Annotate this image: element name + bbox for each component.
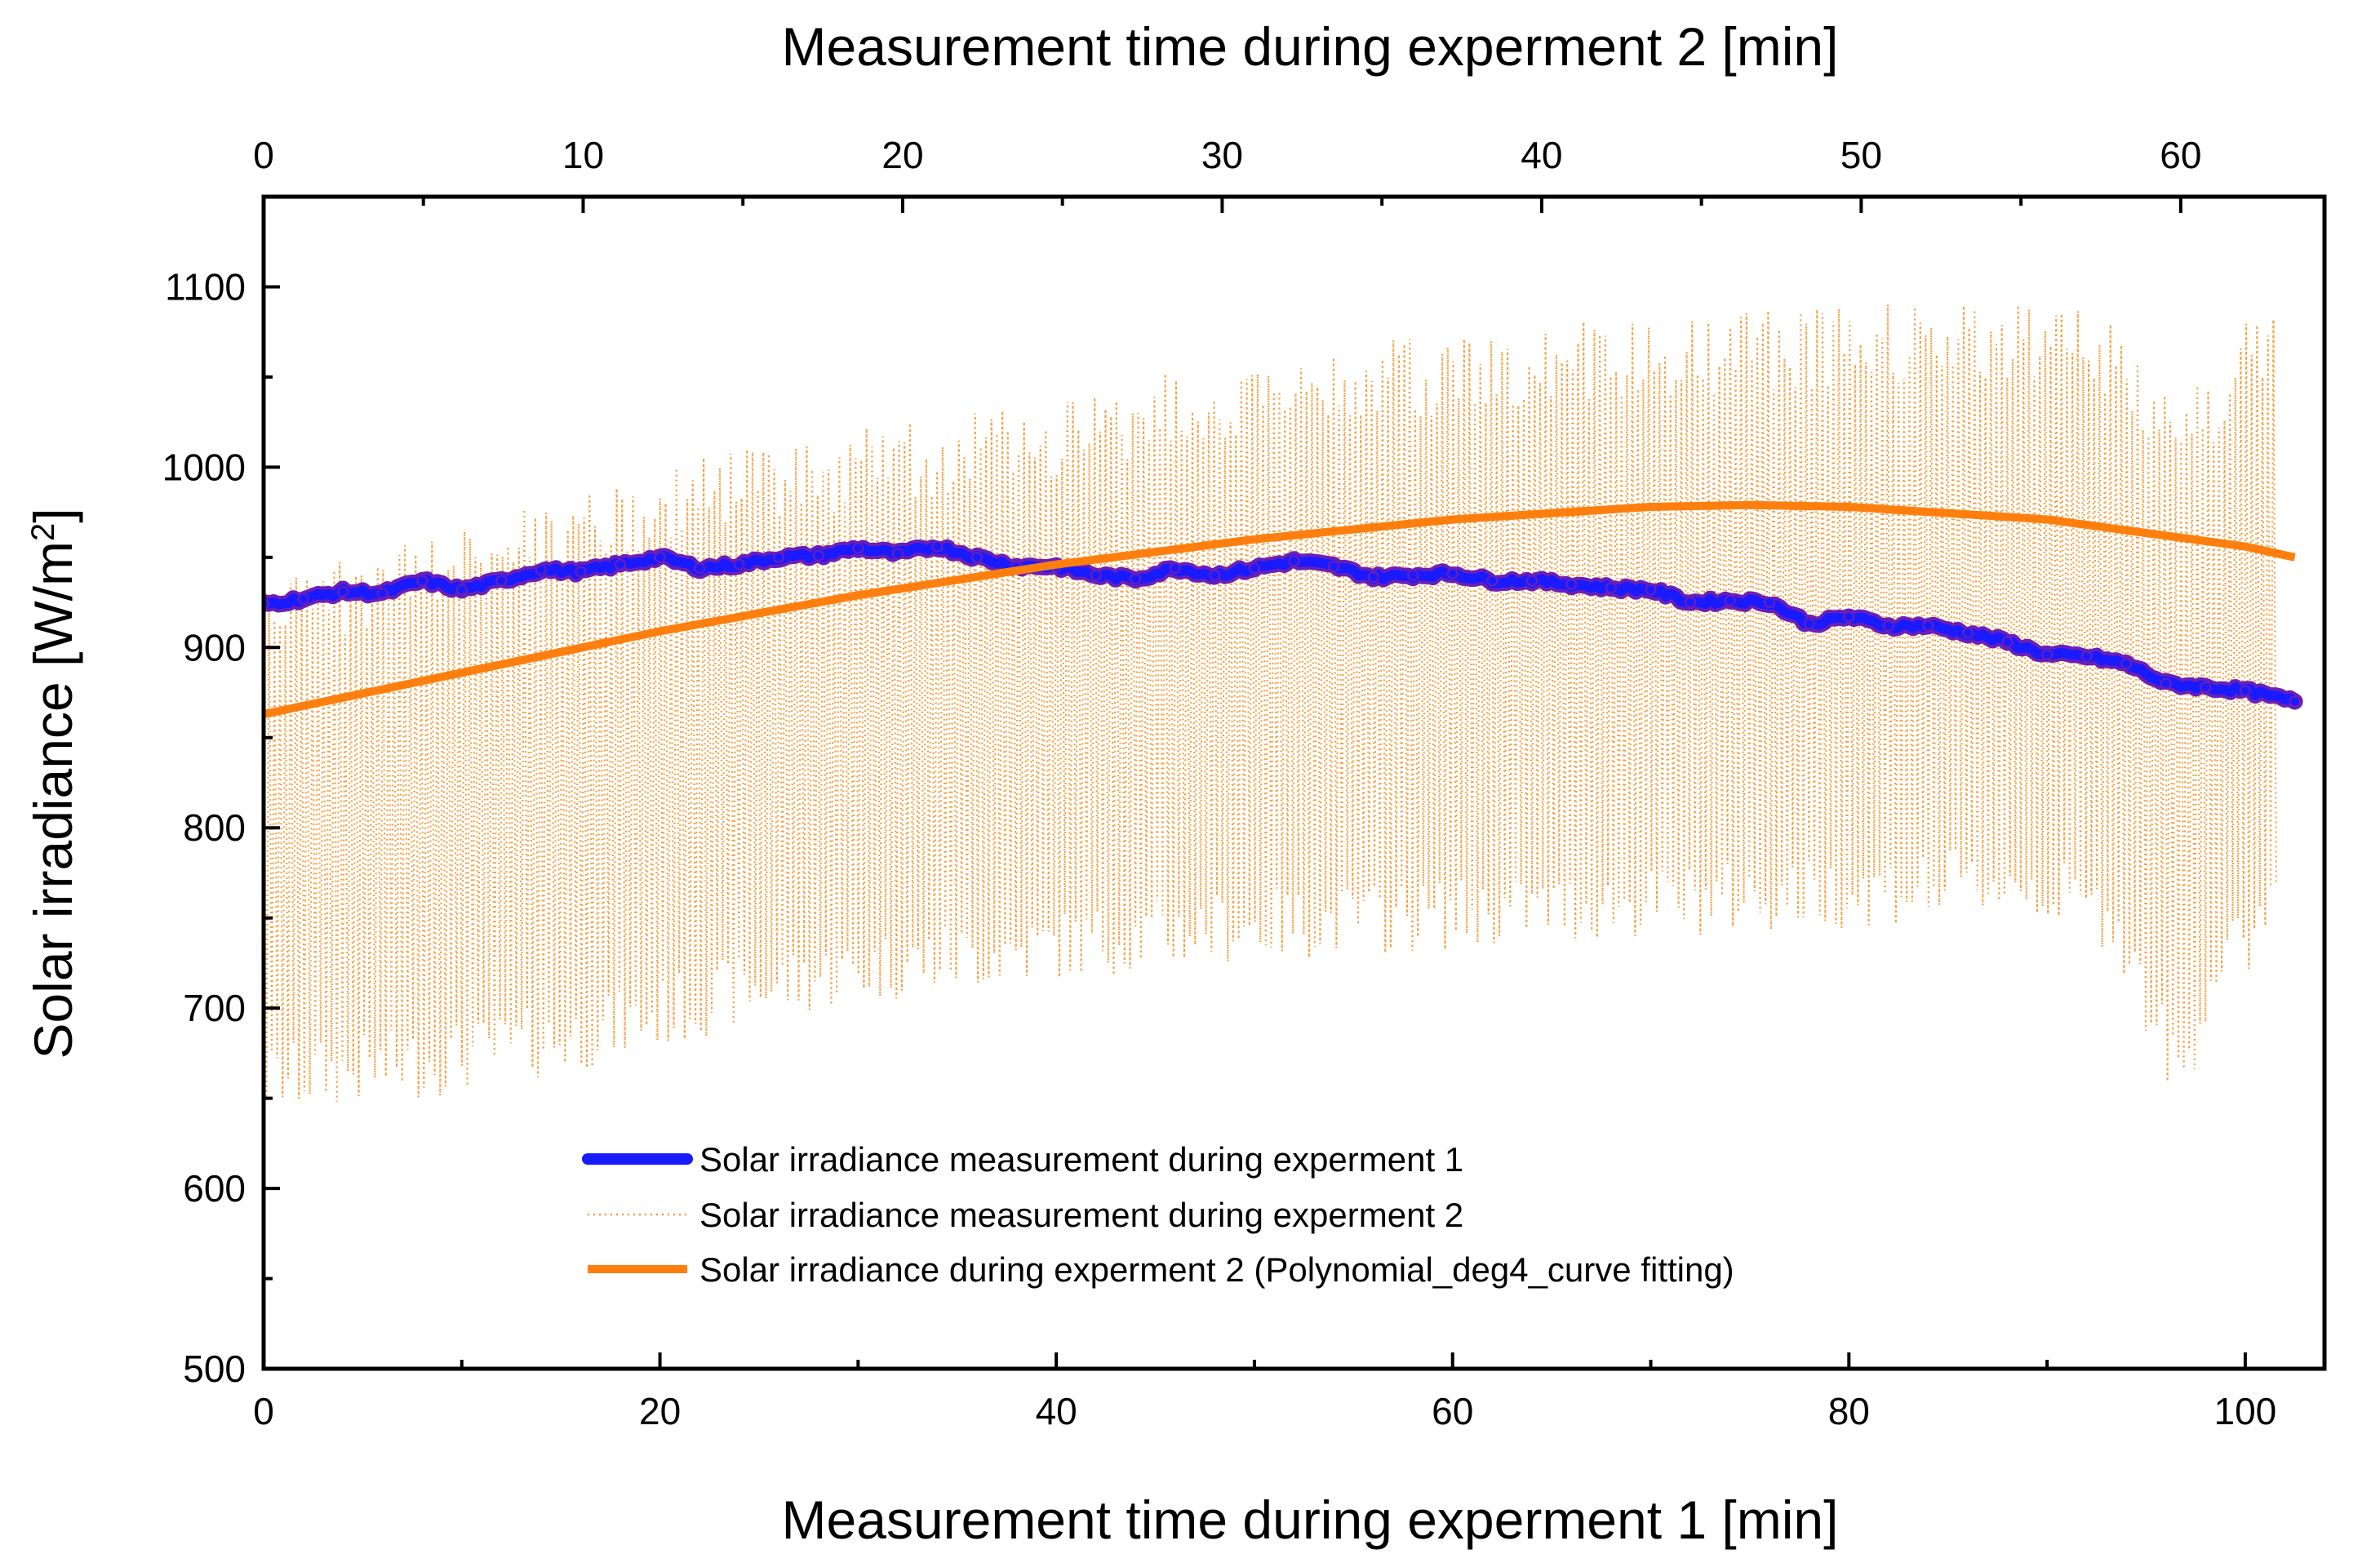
series-1-point — [1169, 562, 1181, 575]
series-1-point — [1248, 562, 1260, 575]
series-1-point — [2200, 681, 2212, 693]
series-1-point — [416, 575, 428, 587]
x-tick-label: 40 — [1036, 1390, 1077, 1432]
series-1-line — [264, 542, 2300, 707]
series-1-point — [1367, 571, 1379, 584]
series-1-point — [2160, 677, 2172, 690]
series-1-point — [1328, 560, 1340, 572]
y-tick-label: 900 — [183, 626, 246, 668]
y-axis-title: Solar irradiance [W/m2] — [23, 508, 83, 1059]
series-1-point — [1407, 569, 1419, 581]
series-1-point — [1922, 619, 1934, 632]
x-tick-label: 80 — [1828, 1390, 1870, 1432]
series-1-point — [1882, 619, 1894, 632]
series-1-point — [615, 558, 627, 571]
x2-tick-label: 0 — [253, 134, 274, 176]
y-tick-label: 1000 — [162, 446, 246, 488]
series-1-point — [1525, 575, 1538, 587]
series-1-point — [1090, 569, 1102, 581]
series-1-point — [2120, 658, 2133, 670]
legend-label-experiment-2: Solar irradiance measurement during expe… — [699, 1196, 1463, 1234]
legend: Solar irradiance measurement during expe… — [582, 1140, 1734, 1289]
series-polynomial-fit — [264, 500, 2296, 718]
y-tick-label: 600 — [183, 1167, 246, 1210]
series-2-trace — [264, 304, 2277, 1102]
series-experiment-2 — [264, 304, 2277, 1102]
y-tick-label: 500 — [183, 1348, 246, 1390]
series-1-point — [1645, 584, 1657, 596]
x-tick-labels: 0 20 40 60 80 100 — [253, 1390, 2276, 1432]
x2-tick-labels: 0 10 20 30 40 50 60 — [253, 134, 2201, 176]
series-1-point — [1803, 618, 1815, 630]
plot-frame — [261, 194, 2327, 1371]
x-tick-label: 100 — [2214, 1390, 2277, 1432]
series-1-point — [575, 566, 587, 578]
x2-tick-label: 60 — [2160, 134, 2201, 176]
x2-tick-label: 30 — [1201, 134, 1243, 176]
series-1-point — [2001, 636, 2014, 648]
x2-tick-label: 40 — [1521, 134, 1562, 176]
series-1-point — [812, 549, 824, 562]
y-tick-label: 1100 — [165, 265, 246, 308]
x-tick-label: 60 — [1432, 1390, 1473, 1432]
x-axis-title: Measurement time during experment 1 [min… — [782, 1490, 1839, 1550]
series-1-point — [694, 562, 706, 575]
x2-axis-title: Measurement time during experment 2 [min… — [782, 16, 1839, 77]
series-1-point — [1288, 555, 1300, 567]
x-tick-label: 0 — [253, 1390, 274, 1432]
legend-label-polynomial-fit: Solar irradiance during experment 2 (Pol… — [699, 1250, 1734, 1289]
x2-tick-label: 50 — [1841, 134, 1882, 176]
series-1-point — [2080, 651, 2093, 663]
series-1-point — [1843, 611, 1855, 623]
x2-tick-label: 20 — [881, 134, 923, 176]
series-1-point — [773, 551, 785, 563]
series-1-point — [376, 588, 389, 600]
series-1-point — [733, 558, 745, 571]
series-1-point — [654, 551, 666, 563]
series-1-point — [495, 575, 508, 587]
series-1-point — [1565, 578, 1578, 590]
series-1-point — [2239, 685, 2251, 697]
series-1-point — [1764, 597, 1776, 609]
x-tick-label: 20 — [639, 1390, 681, 1432]
series-1-point — [891, 548, 904, 560]
y-tick-label: 800 — [183, 806, 246, 849]
series-1-point — [2041, 649, 2054, 661]
series-experiment-1 — [264, 539, 2303, 710]
series-1-point — [455, 584, 468, 596]
series-1-point — [535, 564, 547, 576]
axis-ticks — [262, 197, 2247, 1370]
series-1-point — [1486, 575, 1499, 587]
series-1-point — [852, 542, 864, 554]
series-1-point — [1130, 573, 1142, 585]
series-1-point — [2289, 695, 2301, 708]
y-tick-labels: 500 600 700 800 900 1000 1100 — [162, 265, 246, 1390]
series-1-point — [971, 551, 984, 563]
series-1-point — [1446, 567, 1459, 579]
series-1-point — [1685, 597, 1697, 609]
series-1-point — [1209, 569, 1221, 581]
series-1-point — [1605, 582, 1617, 594]
series-3-line — [264, 500, 2296, 718]
x2-tick-label: 10 — [562, 134, 604, 176]
series-1-point — [931, 540, 944, 553]
legend-label-experiment-1: Solar irradiance measurement during expe… — [699, 1140, 1463, 1179]
series-1-point — [297, 593, 309, 605]
series-1-point — [337, 585, 349, 597]
series-1-point — [1724, 594, 1736, 606]
series-1-point — [1961, 627, 1974, 639]
y-tick-label: 700 — [183, 987, 246, 1029]
